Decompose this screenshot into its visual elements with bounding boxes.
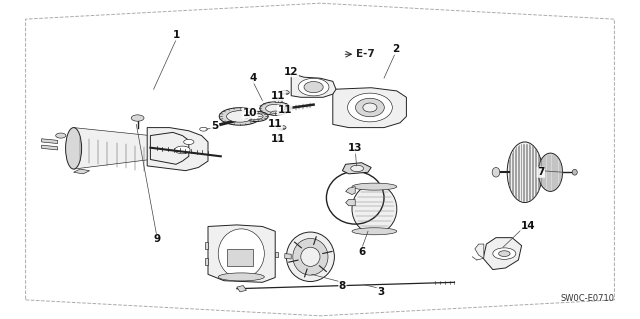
Ellipse shape [538,153,563,191]
Ellipse shape [363,103,377,112]
Text: SW0C-E0710: SW0C-E0710 [561,294,614,303]
Polygon shape [346,187,355,195]
Text: 14: 14 [521,221,535,232]
Polygon shape [475,244,484,258]
Text: 5: 5 [211,121,218,131]
Circle shape [175,146,190,154]
Ellipse shape [301,247,320,266]
Ellipse shape [348,93,392,122]
Text: 11: 11 [271,134,285,144]
Ellipse shape [218,229,264,278]
Text: 2: 2 [392,44,399,55]
Polygon shape [74,169,90,174]
Polygon shape [237,286,246,292]
Polygon shape [150,132,189,164]
Text: 9: 9 [153,234,161,244]
Ellipse shape [260,102,291,115]
Polygon shape [74,128,150,169]
Polygon shape [342,163,371,174]
Text: 11: 11 [278,105,292,115]
Polygon shape [42,145,58,150]
Circle shape [280,90,289,95]
Circle shape [351,165,364,172]
Ellipse shape [492,167,500,177]
Circle shape [56,133,66,138]
Ellipse shape [352,228,397,235]
Ellipse shape [266,104,285,113]
Text: 6: 6 [358,247,365,257]
Ellipse shape [244,111,268,122]
Bar [227,249,253,266]
Polygon shape [205,242,208,249]
Circle shape [274,135,283,139]
Polygon shape [205,258,208,265]
Circle shape [499,251,510,256]
Polygon shape [42,139,58,144]
Polygon shape [333,88,406,128]
Ellipse shape [356,98,384,117]
Ellipse shape [292,238,328,275]
Ellipse shape [352,184,397,234]
Polygon shape [285,254,291,259]
Ellipse shape [304,82,323,93]
Ellipse shape [507,142,543,203]
Text: 3: 3 [377,287,385,297]
Ellipse shape [572,169,577,175]
Circle shape [200,127,207,131]
Polygon shape [275,252,278,257]
Ellipse shape [218,273,264,281]
Text: 11: 11 [271,91,285,101]
Circle shape [184,139,194,145]
Text: 13: 13 [348,143,362,153]
Text: 11: 11 [268,119,282,130]
Text: 10: 10 [243,108,257,118]
Ellipse shape [249,114,263,120]
Polygon shape [208,225,275,282]
Text: 4: 4 [249,73,257,83]
Text: 7: 7 [537,167,545,177]
Polygon shape [147,128,208,171]
Text: E-7: E-7 [356,49,375,59]
Ellipse shape [352,183,397,190]
Ellipse shape [287,232,334,281]
Polygon shape [291,73,336,97]
Polygon shape [346,199,355,206]
Polygon shape [483,238,522,270]
Text: 12: 12 [284,67,298,77]
Ellipse shape [298,78,329,96]
Text: 1: 1 [172,30,180,40]
Ellipse shape [219,108,261,125]
Text: 8: 8 [339,280,346,291]
Ellipse shape [227,111,253,122]
Circle shape [274,98,283,103]
Circle shape [493,248,516,259]
Circle shape [131,115,144,121]
Circle shape [271,111,280,115]
Ellipse shape [66,128,82,169]
Circle shape [277,125,286,130]
